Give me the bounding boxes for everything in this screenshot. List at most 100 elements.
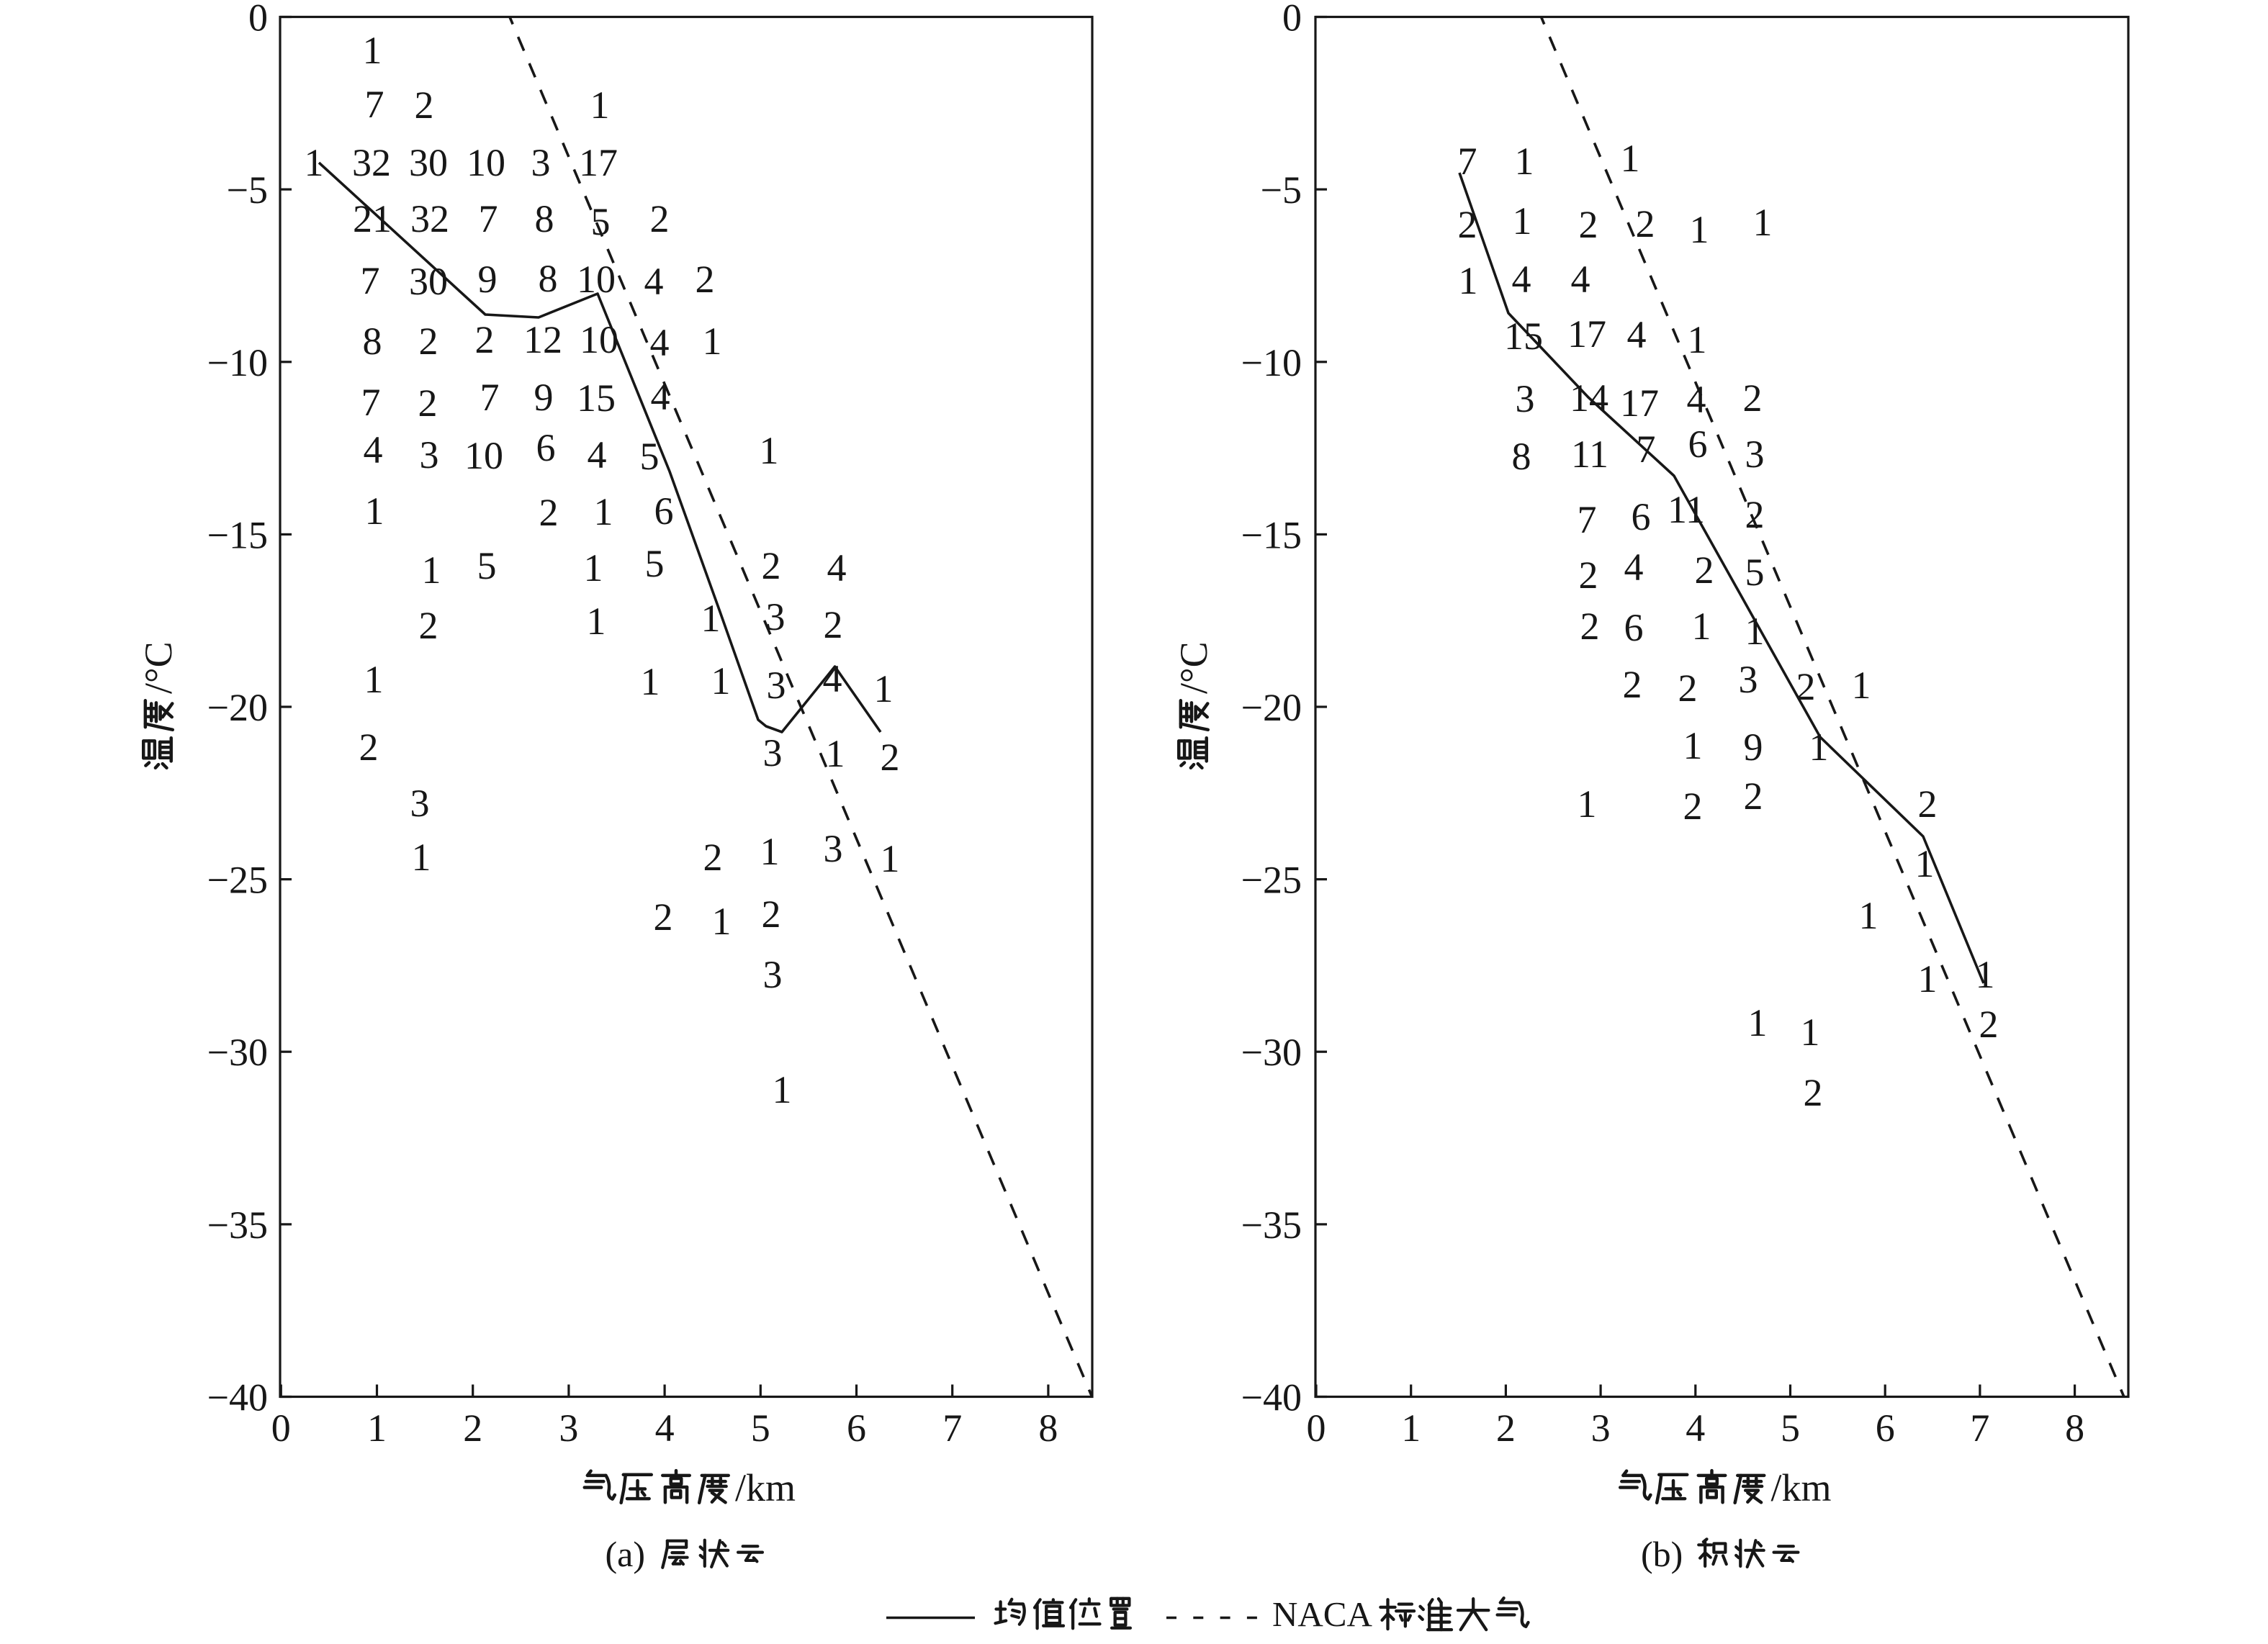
svg-text:2: 2 bbox=[1580, 605, 1600, 648]
svg-text:0: 0 bbox=[1307, 1406, 1326, 1450]
svg-text:/km: /km bbox=[735, 1466, 796, 1509]
svg-text:1: 1 bbox=[363, 29, 382, 72]
svg-text:10: 10 bbox=[464, 434, 503, 477]
svg-text:2: 2 bbox=[824, 603, 843, 646]
svg-text:11: 11 bbox=[1571, 433, 1608, 476]
svg-text:5: 5 bbox=[1745, 551, 1765, 594]
svg-text:3: 3 bbox=[1516, 377, 1535, 420]
svg-text:15: 15 bbox=[577, 376, 616, 420]
svg-text:4: 4 bbox=[644, 260, 664, 303]
svg-text:6: 6 bbox=[536, 426, 556, 469]
svg-text:2: 2 bbox=[475, 318, 495, 361]
svg-text:8: 8 bbox=[363, 320, 382, 363]
svg-text:1: 1 bbox=[1621, 137, 1640, 180]
svg-text:17: 17 bbox=[579, 141, 618, 184]
svg-text:7: 7 bbox=[361, 259, 380, 302]
svg-text:15: 15 bbox=[1504, 315, 1543, 358]
svg-text:−35: −35 bbox=[1241, 1203, 1302, 1247]
svg-text:7: 7 bbox=[1970, 1406, 1989, 1450]
svg-text:8: 8 bbox=[535, 197, 554, 240]
svg-text:7: 7 bbox=[1578, 498, 1597, 541]
svg-text:2: 2 bbox=[650, 197, 670, 240]
svg-text:1: 1 bbox=[1690, 208, 1709, 251]
svg-text:1: 1 bbox=[712, 900, 732, 943]
svg-text:6: 6 bbox=[1688, 423, 1708, 466]
svg-text:3: 3 bbox=[1591, 1406, 1611, 1450]
svg-text:1: 1 bbox=[826, 732, 845, 775]
svg-text:2: 2 bbox=[1979, 1003, 1999, 1046]
svg-text:1: 1 bbox=[1683, 724, 1703, 767]
svg-text:2: 2 bbox=[1804, 1071, 1823, 1114]
svg-text:2: 2 bbox=[654, 895, 673, 939]
svg-text:2: 2 bbox=[881, 736, 900, 779]
svg-text:−5: −5 bbox=[227, 168, 268, 212]
svg-text:−15: −15 bbox=[1241, 513, 1302, 556]
svg-text:3: 3 bbox=[763, 731, 783, 774]
svg-text:30: 30 bbox=[409, 141, 448, 184]
svg-text:9: 9 bbox=[478, 258, 498, 301]
svg-text:11: 11 bbox=[1668, 488, 1705, 531]
svg-text:10: 10 bbox=[580, 318, 618, 361]
svg-text:5: 5 bbox=[640, 435, 660, 478]
svg-text:1: 1 bbox=[1918, 957, 1938, 1001]
svg-text:9: 9 bbox=[1744, 726, 1763, 769]
svg-text:−10: −10 bbox=[207, 341, 268, 384]
svg-text:1: 1 bbox=[1401, 1406, 1421, 1450]
svg-text:1: 1 bbox=[584, 546, 603, 590]
svg-text:/km: /km bbox=[1771, 1466, 1832, 1509]
svg-text:7: 7 bbox=[479, 197, 498, 240]
svg-text:3: 3 bbox=[531, 141, 551, 184]
svg-text:32: 32 bbox=[410, 197, 449, 240]
svg-text:8: 8 bbox=[539, 257, 558, 300]
svg-text:1: 1 bbox=[1692, 605, 1711, 648]
svg-text:2: 2 bbox=[419, 604, 438, 647]
svg-text:1: 1 bbox=[1745, 610, 1765, 653]
svg-text:1: 1 bbox=[760, 429, 779, 472]
svg-text:2: 2 bbox=[1695, 548, 1714, 592]
svg-text:4: 4 bbox=[1624, 546, 1644, 589]
svg-text:4: 4 bbox=[1627, 313, 1647, 356]
svg-text:5: 5 bbox=[1781, 1406, 1800, 1450]
svg-text:1: 1 bbox=[305, 141, 324, 184]
svg-text:1: 1 bbox=[594, 490, 613, 533]
svg-text:2: 2 bbox=[762, 893, 781, 936]
svg-text:(b): (b) bbox=[1641, 1534, 1683, 1574]
svg-text:2: 2 bbox=[1744, 774, 1763, 818]
svg-text:1: 1 bbox=[874, 667, 894, 710]
svg-text:3: 3 bbox=[1739, 658, 1758, 701]
svg-text:1: 1 bbox=[1515, 140, 1534, 183]
svg-text:1: 1 bbox=[1809, 726, 1829, 769]
svg-text:−15: −15 bbox=[207, 513, 268, 556]
svg-text:1: 1 bbox=[1459, 259, 1478, 302]
svg-text:1: 1 bbox=[422, 548, 441, 592]
svg-text:−25: −25 bbox=[207, 859, 268, 902]
svg-text:3: 3 bbox=[824, 827, 843, 870]
svg-text:1: 1 bbox=[1915, 842, 1935, 885]
svg-text:14: 14 bbox=[1570, 376, 1608, 420]
svg-text:−30: −30 bbox=[207, 1031, 268, 1074]
svg-text:5: 5 bbox=[645, 542, 665, 585]
svg-text:−25: −25 bbox=[1241, 859, 1302, 902]
svg-text:0: 0 bbox=[1282, 0, 1302, 40]
svg-text:6: 6 bbox=[654, 489, 674, 533]
svg-text:1: 1 bbox=[590, 83, 610, 127]
svg-text:1: 1 bbox=[1513, 199, 1532, 243]
svg-text:−20: −20 bbox=[207, 686, 268, 729]
svg-text:1: 1 bbox=[412, 836, 431, 879]
svg-text:2: 2 bbox=[463, 1406, 482, 1450]
svg-text:4: 4 bbox=[827, 546, 847, 590]
svg-text:3: 3 bbox=[420, 433, 439, 477]
svg-text:−30: −30 bbox=[1241, 1031, 1302, 1074]
svg-text:2: 2 bbox=[1683, 785, 1703, 828]
svg-text:8: 8 bbox=[1038, 1406, 1058, 1450]
svg-text:12: 12 bbox=[523, 318, 562, 361]
svg-text:2: 2 bbox=[1796, 665, 1816, 708]
svg-text:2: 2 bbox=[1745, 493, 1765, 536]
svg-text:4: 4 bbox=[588, 433, 607, 477]
svg-text:10: 10 bbox=[577, 258, 616, 301]
svg-text:2: 2 bbox=[359, 726, 379, 769]
svg-text:21: 21 bbox=[353, 197, 392, 240]
svg-text:1: 1 bbox=[1753, 201, 1773, 244]
svg-text:4: 4 bbox=[651, 375, 670, 418]
svg-text:−35: −35 bbox=[207, 1203, 268, 1247]
